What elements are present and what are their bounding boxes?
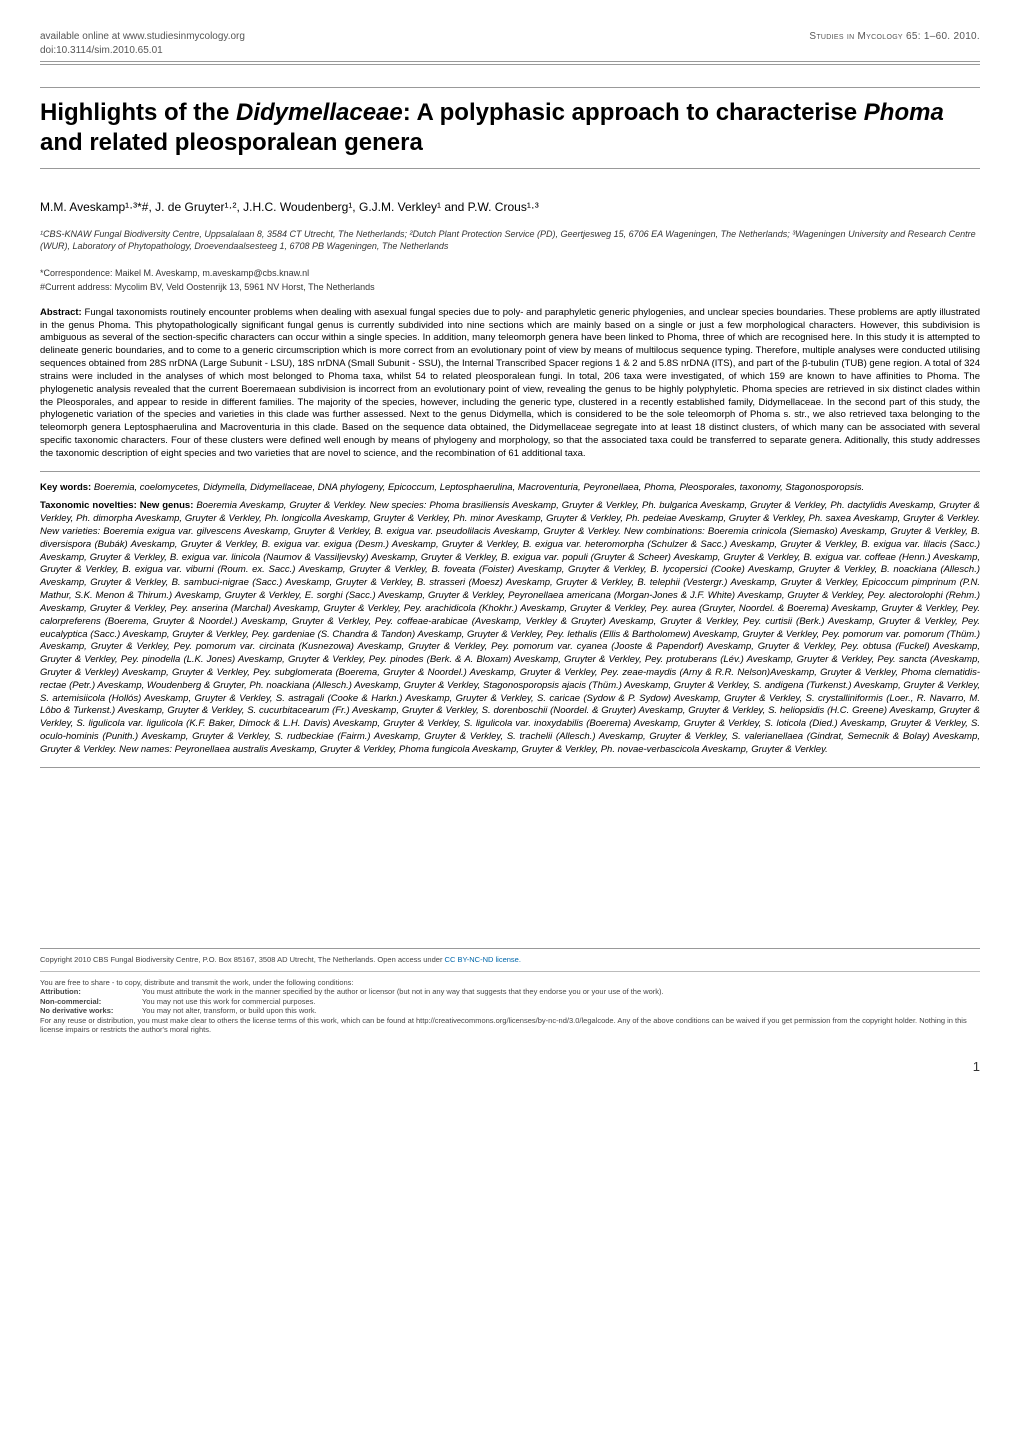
journal-citation: Studies in Mycology 65: 1–60. 2010. [809,30,980,57]
license-link[interactable]: CC BY-NC-ND license. [445,955,521,964]
share-intro: You are free to share - to copy, distrib… [40,978,980,987]
correspondence: *Correspondence: Maikel M. Aveskamp, m.a… [40,267,980,279]
page-number: 1 [40,1058,980,1076]
website-line: available online at www.studiesinmycolog… [40,30,245,44]
footer-block: Copyright 2010 CBS Fungal Biodiversity C… [40,948,980,1035]
keywords-label: Key words: [40,482,91,493]
page-header: available online at www.studiesinmycolog… [40,30,980,62]
term-reuse: For any reuse or distribution, you must … [40,1016,980,1035]
doi-line: doi:10.3114/sim.2010.65.01 [40,44,245,58]
abstract-label: Abstract: [40,307,82,318]
copyright-line: Copyright 2010 CBS Fungal Biodiversity C… [40,955,980,968]
affiliations: ¹CBS-KNAW Fungal Biodiversity Centre, Up… [40,229,980,252]
article-title: Highlights of the Didymellaceae: A polyp… [40,87,980,169]
term-attribution: Attribution: You must attribute the work… [40,987,980,996]
keywords-text: Boeremia, coelomycetes, Didymella, Didym… [94,482,864,493]
novelties-label: Taxonomic novelties: New genus: [40,500,193,511]
keywords-block: Key words: Boeremia, coelomycetes, Didym… [40,482,980,495]
abstract-text: Fungal taxonomists routinely encounter p… [40,307,980,459]
abstract-block: Abstract: Fungal taxonomists routinely e… [40,307,980,472]
author-list: M.M. Aveskamp¹·³*#, J. de Gruyter¹·², J.… [40,199,980,215]
novelties-text: Boeremia Aveskamp, Gruyter & Verkley. Ne… [40,500,980,754]
term-noderivative: No derivative works: You may not alter, … [40,1006,980,1015]
novelties-block: Taxonomic novelties: New genus: Boeremia… [40,500,980,767]
header-rule [40,64,980,65]
term-noncommercial: Non-commercial: You may not use this wor… [40,997,980,1006]
current-address: #Current address: Mycolim BV, Veld Ooste… [40,281,980,293]
